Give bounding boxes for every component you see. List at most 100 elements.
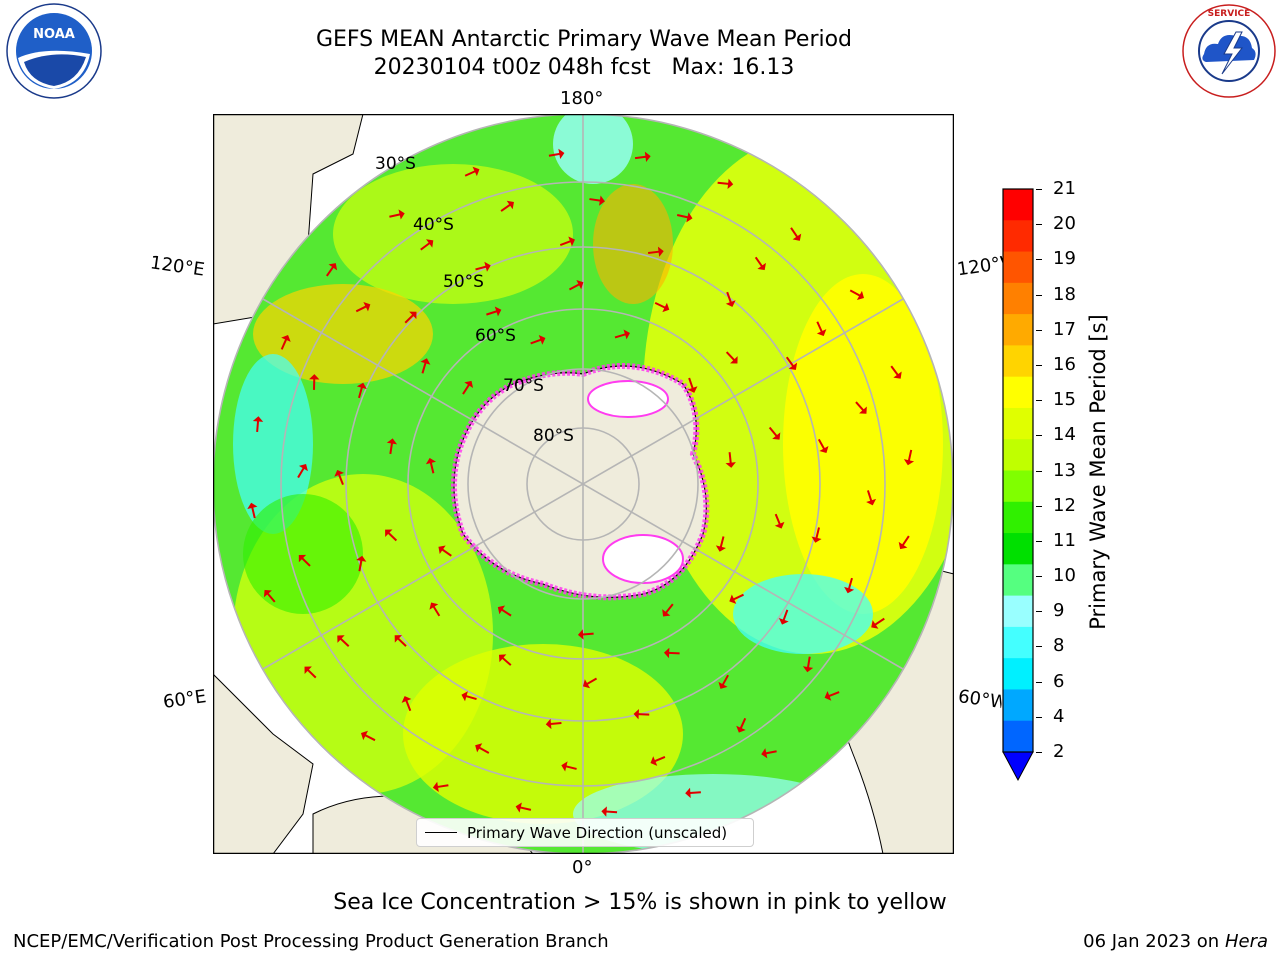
colorbar-tick-label: 8 xyxy=(1053,635,1065,657)
wave-direction-arrows xyxy=(247,148,915,817)
wave-arrow-head xyxy=(757,262,766,271)
wave-arrow xyxy=(815,527,820,539)
colorbar-tick xyxy=(1036,681,1042,683)
legend-label: Primary Wave Direction (unscaled) xyxy=(467,823,728,842)
colorbar-tick-label: 10 xyxy=(1053,565,1076,587)
wave-arrow xyxy=(907,449,913,461)
colorbar-cell xyxy=(1003,720,1033,753)
wave-arrow-head xyxy=(657,246,664,257)
wave-arrow-head xyxy=(623,329,631,340)
wave-arrow-head xyxy=(363,302,371,312)
colorbar-tick-label: 17 xyxy=(1053,318,1076,340)
wave-arrow-head xyxy=(475,743,483,753)
wave-arrow-head xyxy=(715,545,726,552)
nws-logo-icon: SERVICE xyxy=(1182,4,1276,98)
wave-arrow-head xyxy=(844,586,855,594)
wave-arrow-head xyxy=(298,464,308,472)
lat-label-50s: 50°S xyxy=(443,272,484,292)
wave-arrow-head xyxy=(859,406,867,414)
colorbar-tick xyxy=(1036,329,1042,331)
wave-arrow xyxy=(654,756,666,763)
wave-arrow-head xyxy=(356,382,367,390)
colorbar-tick-label: 15 xyxy=(1053,389,1076,411)
colorbar-tick xyxy=(1036,611,1042,613)
wave-arrow xyxy=(848,577,853,590)
wave-arrow xyxy=(478,746,490,754)
wave-arrow xyxy=(437,784,449,788)
colorbar-cell xyxy=(1003,220,1033,253)
colorbar-cell xyxy=(1003,689,1033,722)
wave-arrow-head xyxy=(252,416,264,422)
wave-arrow xyxy=(634,155,647,160)
wave-arrow-head xyxy=(298,554,307,563)
wave-arrow-head xyxy=(281,335,291,342)
wave-arrow-head xyxy=(802,666,814,673)
svg-text:SERVICE: SERVICE xyxy=(1208,9,1251,19)
wave-arrow xyxy=(901,535,910,546)
wave-arrow xyxy=(689,791,701,794)
wave-arrow xyxy=(519,806,532,811)
colorbar-tick-label: 16 xyxy=(1053,353,1076,375)
wave-arrow-head xyxy=(438,545,446,555)
wave-arrow xyxy=(462,384,470,395)
wave-arrow xyxy=(338,473,344,485)
wave-arrow xyxy=(665,603,674,614)
colorbar-tick xyxy=(1036,505,1042,507)
colorbar-cell xyxy=(1003,345,1033,378)
colorbar-tick-label: 13 xyxy=(1053,459,1076,481)
colorbar-tick-label: 11 xyxy=(1053,529,1076,551)
lon-label-60e: 60°E xyxy=(161,686,208,713)
colorbar-tick-label: 4 xyxy=(1053,705,1065,727)
colorbar-cell xyxy=(1003,501,1033,534)
colorbar-tick xyxy=(1036,716,1042,718)
wave-arrow xyxy=(559,240,571,247)
wave-arrow xyxy=(280,338,288,350)
wave-arrow-head xyxy=(337,635,345,643)
wave-arrow-head xyxy=(568,236,575,247)
wave-arrow-head xyxy=(792,233,802,241)
colorbar-tick-label: 2 xyxy=(1053,741,1065,762)
footer-date-text: 06 Jan 2023 on xyxy=(1083,931,1220,952)
wave-arrow xyxy=(717,181,729,185)
wave-arrow xyxy=(432,606,441,617)
colorbar-cell xyxy=(1003,282,1033,315)
wave-arrow-head xyxy=(394,635,403,643)
colorbar-extend-arrow xyxy=(1002,751,1034,782)
wave-arrow xyxy=(550,722,562,725)
lat-label-60s: 60°S xyxy=(475,326,516,346)
wave-arrow-head xyxy=(727,178,734,189)
wave-arrow-head xyxy=(385,529,393,537)
wave-arrow-head xyxy=(729,594,737,604)
colorbar-tick xyxy=(1036,470,1042,472)
wave-arrow xyxy=(733,593,744,601)
wave-arrow-head xyxy=(429,602,439,610)
wave-arrow-head xyxy=(687,386,698,393)
wave-arrow xyxy=(721,674,729,686)
wave-arrow xyxy=(501,608,512,617)
colorbar-cell xyxy=(1003,251,1033,284)
wave-arrow xyxy=(754,256,763,267)
wave-arrow-head xyxy=(772,432,781,440)
wave-arrow-head xyxy=(472,166,480,177)
footer-date: 06 Jan 2023 on Hera xyxy=(1083,931,1268,952)
colorbar-tick xyxy=(1036,224,1042,226)
wave-arrow-head xyxy=(432,781,439,793)
wave-arrow xyxy=(648,250,660,254)
wave-arrow-head xyxy=(576,280,584,290)
colorbar-tick xyxy=(1036,646,1042,648)
wave-arrow-head xyxy=(866,498,877,506)
wave-arrow xyxy=(358,386,363,399)
lat-label-80s: 80°S xyxy=(533,426,574,446)
wave-arrow xyxy=(790,227,799,238)
wave-arrow-head xyxy=(506,200,514,210)
wave-arrow xyxy=(586,677,598,685)
colorbar-tick xyxy=(1036,189,1042,190)
wave-arrow xyxy=(768,426,778,437)
wave-arrow-head xyxy=(247,502,258,510)
wave-arrow-head xyxy=(409,311,417,320)
wave-arrow xyxy=(565,765,577,770)
wave-arrow-head xyxy=(497,605,506,615)
wave-arrow-head xyxy=(386,438,398,445)
wave-arrow xyxy=(668,651,680,655)
wave-arrow-head xyxy=(893,371,902,379)
